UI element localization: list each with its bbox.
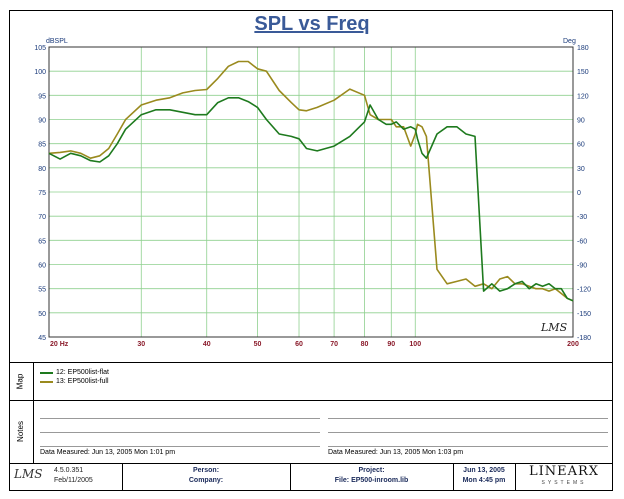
y-tick-label-right: -180 bbox=[577, 335, 591, 342]
x-tick-label: 60 bbox=[295, 341, 303, 348]
notes-line bbox=[40, 446, 320, 447]
footer-divider bbox=[453, 463, 454, 491]
footer-project: Project: File: EP500-inroom.lib bbox=[290, 466, 453, 486]
project-label: Project: bbox=[358, 467, 385, 474]
footer-divider bbox=[515, 463, 516, 491]
y-tick-label-right: -150 bbox=[577, 311, 591, 318]
y-tick-label-right: 120 bbox=[577, 93, 589, 100]
y-tick-label-right: -60 bbox=[577, 238, 587, 245]
y-tick-label-left: 60 bbox=[38, 263, 46, 270]
x-tick-label: 20 Hz bbox=[50, 341, 69, 348]
x-tick-label: 100 bbox=[409, 341, 421, 348]
brand-name: LINEARX bbox=[528, 464, 600, 479]
y-tick-label-left: 50 bbox=[38, 311, 46, 318]
footer-divider bbox=[122, 463, 123, 491]
y-tick-label-left: 80 bbox=[38, 166, 46, 173]
y-tick-label-right: -30 bbox=[577, 214, 587, 221]
y-tick-label-left: 55 bbox=[38, 287, 46, 294]
version-date: Feb/11/2005 bbox=[54, 477, 93, 484]
legend-swatch-full bbox=[40, 380, 53, 383]
footer-time: Mon 4:45 pm bbox=[462, 477, 506, 484]
footer-divider bbox=[290, 463, 291, 491]
x-tick-label: 50 bbox=[254, 341, 262, 348]
y-axis-label-left: dBSPL bbox=[46, 38, 68, 45]
plot-border bbox=[48, 46, 574, 338]
notes-line bbox=[40, 418, 320, 419]
x-tick-label: 200 bbox=[567, 341, 579, 348]
x-tick-label: 40 bbox=[203, 341, 211, 348]
person-label: Person: bbox=[192, 467, 220, 474]
y-tick-label-left: 65 bbox=[38, 238, 46, 245]
notes-measured-right: Data Measured: Jun 13, 2005 Mon 1:03 pm bbox=[328, 449, 464, 456]
legend-item-flat: 12: EP500list-flat bbox=[40, 369, 109, 376]
y-tick-label-right: 0 bbox=[577, 190, 581, 197]
y-tick-label-right: -120 bbox=[577, 287, 591, 294]
notes-top-border bbox=[9, 400, 613, 401]
y-tick-label-left: 90 bbox=[38, 118, 46, 125]
y-tick-label-right: 30 bbox=[577, 166, 585, 173]
y-tick-label-left: 75 bbox=[38, 190, 46, 197]
brand-subtitle: SYSTEMS bbox=[541, 480, 587, 486]
legend-panel-label: Map bbox=[15, 373, 25, 389]
series-line-full bbox=[48, 60, 574, 302]
company-label: Company: bbox=[188, 477, 224, 484]
y-axis-label-right: Deg bbox=[563, 38, 576, 45]
notes-panel-label: Notes bbox=[15, 421, 25, 442]
y-tick-label-right: 150 bbox=[577, 69, 589, 76]
file-label: File: EP500-inroom.lib bbox=[334, 477, 409, 484]
series-line-flat bbox=[48, 97, 574, 302]
x-tick-label: 90 bbox=[387, 341, 395, 348]
notes-divider bbox=[33, 400, 34, 463]
legend-top-border bbox=[9, 362, 613, 363]
legend-swatch-flat bbox=[40, 371, 53, 374]
lms-watermark: LMS bbox=[540, 321, 568, 334]
legend-label-flat: 12: EP500list-flat bbox=[56, 369, 109, 376]
footer-datetime: Jun 13, 2005 Mon 4:45 pm bbox=[453, 466, 515, 486]
footer-version: 4.5.0.351 Feb/11/2005 bbox=[54, 466, 93, 486]
legend-item-full: 13: EP500list-full bbox=[40, 378, 109, 385]
y-tick-label-right: 90 bbox=[577, 118, 585, 125]
y-tick-label-left: 95 bbox=[38, 93, 46, 100]
notes-line bbox=[40, 432, 320, 433]
notes-line bbox=[328, 418, 608, 419]
legend-divider bbox=[33, 362, 34, 400]
notes-line bbox=[328, 446, 608, 447]
y-tick-label-left: 85 bbox=[38, 142, 46, 149]
lms-logo-footer: LMS bbox=[14, 467, 43, 481]
y-tick-label-left: 100 bbox=[34, 69, 46, 76]
x-tick-label: 30 bbox=[137, 341, 145, 348]
y-tick-label-left: 105 bbox=[34, 45, 46, 52]
x-tick-label: 80 bbox=[361, 341, 369, 348]
y-tick-label-left: 70 bbox=[38, 214, 46, 221]
version-number: 4.5.0.351 bbox=[54, 467, 84, 474]
legend-label-full: 13: EP500list-full bbox=[56, 378, 109, 385]
y-tick-label-right: 60 bbox=[577, 142, 585, 149]
y-tick-label-left: 45 bbox=[38, 335, 46, 342]
footer-date: Jun 13, 2005 bbox=[463, 467, 505, 474]
footer-top-border bbox=[9, 463, 613, 464]
linearx-logo: LINEARX SYSTEMS bbox=[515, 464, 613, 486]
y-tick-label-right: 180 bbox=[577, 45, 589, 52]
chart-title: SPL vs Freq bbox=[254, 13, 370, 35]
footer-person: Person: Company: bbox=[122, 466, 290, 486]
notes-line bbox=[328, 432, 608, 433]
x-tick-label: 70 bbox=[330, 341, 338, 348]
notes-measured-left: Data Measured: Jun 13, 2005 Mon 1:01 pm bbox=[40, 449, 176, 456]
y-tick-label-right: -90 bbox=[577, 263, 587, 270]
